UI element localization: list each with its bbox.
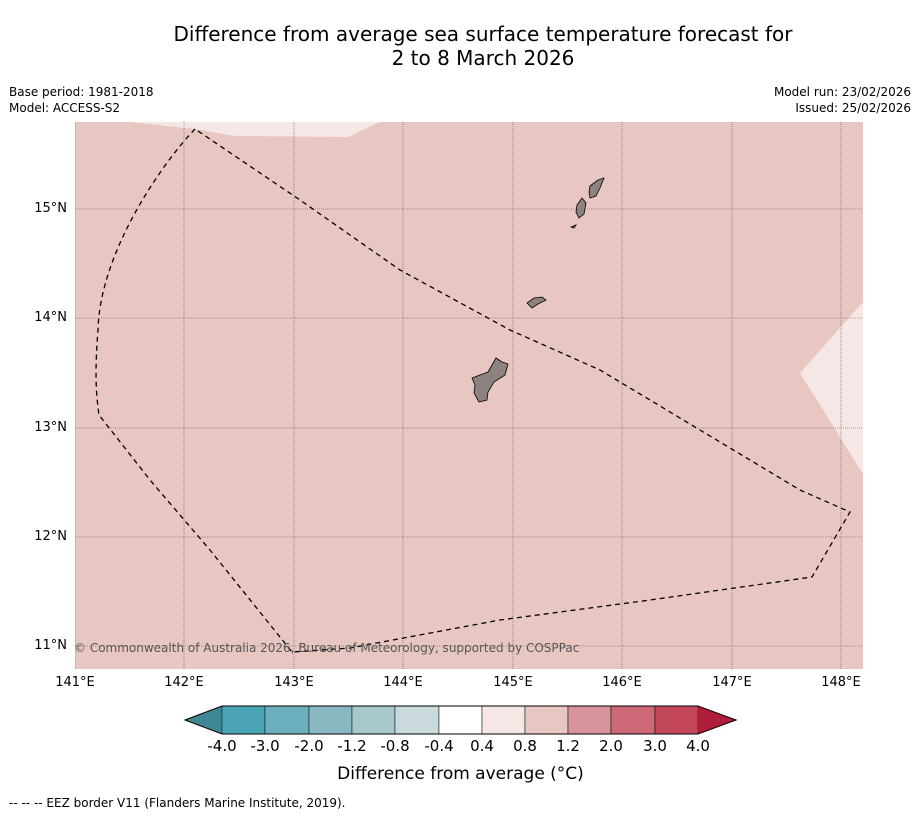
colorbar-segment [654,705,699,735]
lat-tick-13: 13°N [34,420,67,435]
lon-tick-141: 141°E [55,675,95,690]
eez-legend-footnote: -- -- -- EEZ border V11 (Flanders Marine… [9,796,346,810]
island-aguijan [569,224,578,229]
colorbar-label: 0.8 [513,737,537,755]
colorbar-segment [221,705,266,735]
colorbar-segment [610,705,656,735]
colorbar-label: -0.8 [380,737,410,755]
title-line-2: 2 to 8 March 2026 [391,46,575,70]
title-line-1: Difference from average sea surface temp… [173,22,793,46]
colorbar-label: -4.0 [207,737,237,755]
colorbar-label: 1.2 [556,737,580,755]
colorbar-segment [351,705,396,735]
lat-tick-15: 15°N [34,201,67,216]
colorbar-label: -3.0 [250,737,280,755]
lat-tick-11: 11°N [34,638,67,653]
island-guam [471,357,509,403]
ocean-anomaly-fill [75,122,863,669]
island-tinian [575,197,587,219]
lon-tick-143: 143°E [274,675,314,690]
colorbar-title: Difference from average (°C) [337,764,584,784]
colorbar-outline [183,705,738,735]
lon-tick-148: 148°E [821,675,861,690]
base-period-text: Base period: 1981-2018 [9,85,154,99]
colorbar-label: -1.2 [337,737,367,755]
colorbar-under-arrow [185,706,222,734]
colorbar-segment [264,705,310,735]
map-area [75,122,863,669]
colorbar-segment [308,705,353,735]
colorbar-segment [481,705,526,735]
issued-text: Issued: 25/02/2026 [795,101,911,115]
colorbar-label: 2.0 [599,737,623,755]
colorbar-segments [221,705,699,735]
colorbar-label: -0.4 [424,737,454,755]
island-rota [526,296,547,309]
lon-tick-146: 146°E [602,675,642,690]
lon-tick-144: 144°E [383,675,423,690]
colorbar-segment [567,705,612,735]
colorbar-label: -2.0 [294,737,324,755]
meta-left: Base period: 1981-2018 Model: ACCESS-S2 [9,84,154,116]
model-text: Model: ACCESS-S2 [9,101,121,115]
lat-tick-14: 14°N [34,310,67,325]
lat-tick-12: 12°N [34,529,67,544]
colorbar [183,705,738,735]
colorbar-segment [394,705,440,735]
eez-border-line [95,128,851,653]
lon-tick-147: 147°E [712,675,752,690]
graticule [75,122,863,669]
lon-tick-145: 145°E [493,675,533,690]
colorbar-segment [438,705,483,735]
colorbar-label: 3.0 [643,737,667,755]
island-saipan [588,177,605,199]
anomaly-contour-north [75,122,380,137]
lon-tick-142: 142°E [164,675,204,690]
chart-title: Difference from average sea surface temp… [0,22,919,70]
colorbar-label: 4.0 [686,737,710,755]
colorbar-label: 0.4 [470,737,494,755]
colorbar-over-arrow [698,706,736,734]
model-run-text: Model run: 23/02/2026 [773,85,911,99]
copyright-notice: © Commonwealth of Australia 2026, Bureau… [74,641,580,655]
anomaly-contour-east [800,302,863,474]
colorbar-segment [524,705,569,735]
meta-right: Model run: 23/02/2026 Issued: 25/02/2026 [774,84,911,116]
